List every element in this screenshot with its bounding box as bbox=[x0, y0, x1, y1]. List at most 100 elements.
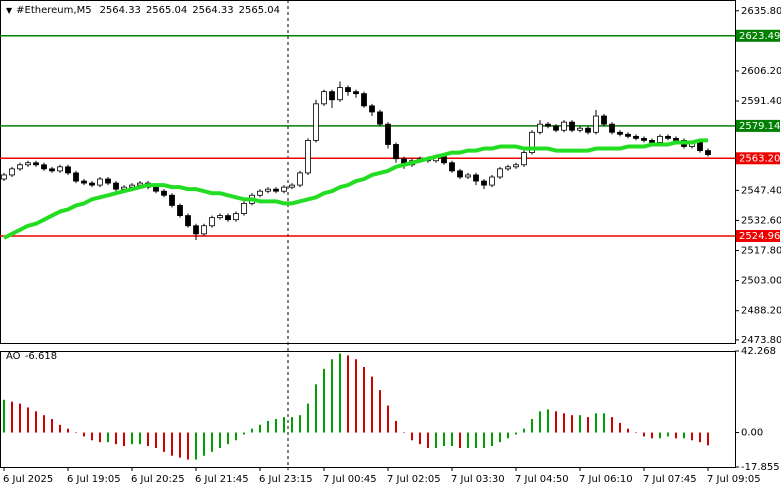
candle-body bbox=[585, 127, 591, 133]
ao-bar bbox=[595, 413, 597, 433]
ao-bar bbox=[83, 432, 85, 437]
quote: 2564.33 bbox=[100, 5, 141, 16]
y-tick-label: 2532.60 bbox=[741, 215, 781, 226]
candle-body bbox=[481, 180, 487, 186]
candle-body bbox=[465, 174, 471, 178]
candle-body bbox=[473, 174, 479, 182]
x-tick-label: 7 Jul 04:50 bbox=[515, 474, 569, 485]
ao-bar bbox=[315, 384, 317, 433]
ao-bar bbox=[11, 401, 13, 433]
ao-bar bbox=[147, 432, 149, 447]
ao-bar bbox=[195, 432, 197, 460]
candle-body bbox=[361, 93, 367, 107]
ao-bar bbox=[275, 419, 277, 433]
ao-bar bbox=[235, 432, 237, 441]
level-label-box bbox=[736, 152, 780, 165]
ao-bar bbox=[499, 432, 501, 443]
candle-body bbox=[329, 91, 335, 101]
ao-bar bbox=[67, 428, 69, 433]
candle-body bbox=[641, 137, 647, 141]
ao-bar bbox=[627, 428, 629, 433]
ao-bar bbox=[459, 432, 461, 448]
ao-bar bbox=[19, 403, 21, 433]
candle-body bbox=[593, 115, 599, 133]
symbol: #Ethereum,M5 bbox=[16, 5, 91, 16]
ao-bar bbox=[291, 417, 293, 433]
ao-bar bbox=[355, 359, 357, 433]
candle-body bbox=[553, 125, 559, 131]
ao-bar bbox=[611, 417, 613, 433]
candle-body bbox=[209, 217, 215, 227]
ao-bar bbox=[203, 432, 205, 456]
candle-body bbox=[513, 164, 519, 168]
ao-bar bbox=[107, 432, 109, 443]
ao-bar bbox=[483, 432, 485, 448]
ao-bar bbox=[419, 432, 421, 445]
candle-body bbox=[105, 178, 111, 184]
ao-bar bbox=[259, 424, 261, 433]
x-tick-label: 6 Jul 21:45 bbox=[195, 474, 249, 485]
candle-body bbox=[385, 123, 391, 145]
ao-bar bbox=[363, 366, 365, 433]
y-tick-label: 0.00 bbox=[741, 428, 763, 439]
candle-body bbox=[649, 140, 655, 143]
candle-body bbox=[241, 203, 247, 214]
x-tick-label: 6 Jul 23:15 bbox=[259, 474, 313, 485]
candle-body bbox=[273, 188, 279, 192]
ao-bar bbox=[635, 432, 637, 434]
y-tick-label: 2547.40 bbox=[741, 185, 781, 196]
ao-bar bbox=[99, 432, 101, 443]
candle-body bbox=[225, 215, 231, 221]
candle-body bbox=[153, 186, 159, 192]
candle-body bbox=[193, 225, 199, 235]
ao-bar bbox=[339, 353, 341, 433]
y-tick-label: 2517.80 bbox=[741, 246, 781, 257]
ao-bar bbox=[451, 432, 453, 447]
ao-bar bbox=[227, 432, 229, 445]
ao-bar bbox=[59, 424, 61, 433]
candle-body bbox=[265, 188, 271, 192]
ao-bar bbox=[699, 432, 701, 443]
candle-body bbox=[9, 168, 15, 176]
ao-bar bbox=[243, 432, 245, 435]
candle-body bbox=[161, 190, 167, 196]
candle-body bbox=[449, 162, 455, 172]
x-tick-label: 7 Jul 09:05 bbox=[707, 474, 761, 485]
candle-body bbox=[353, 91, 359, 95]
candle-body bbox=[257, 190, 263, 196]
ao-bar bbox=[547, 409, 549, 433]
candle-body bbox=[305, 140, 311, 174]
ao-bar bbox=[411, 432, 413, 441]
candle-body bbox=[289, 184, 295, 188]
level-label: 2524.96 bbox=[739, 231, 780, 242]
ao-bar bbox=[139, 432, 141, 445]
candle-body bbox=[369, 105, 375, 113]
ao-bar bbox=[163, 432, 165, 452]
ao-bar bbox=[475, 432, 477, 448]
ao-bar bbox=[683, 432, 685, 439]
candle-body bbox=[609, 123, 615, 133]
ao-bar bbox=[171, 432, 173, 456]
ao-bar bbox=[179, 432, 181, 458]
y-tick-label: 2591.40 bbox=[741, 96, 781, 107]
ao-bar bbox=[131, 432, 133, 445]
candle-body bbox=[345, 87, 351, 93]
candle-body bbox=[185, 215, 191, 227]
ao-bar bbox=[435, 432, 437, 448]
candle-body bbox=[201, 225, 207, 235]
ao-bar bbox=[707, 432, 709, 446]
candle-body bbox=[65, 166, 71, 174]
candle-body bbox=[489, 176, 495, 186]
candle-body bbox=[537, 123, 543, 133]
ao-bar bbox=[587, 417, 589, 433]
ao-bar bbox=[403, 432, 405, 434]
candle-body bbox=[25, 162, 31, 166]
candle-body bbox=[97, 178, 103, 186]
ao-bar bbox=[515, 432, 517, 435]
ao-bar bbox=[51, 419, 53, 433]
ao-bar bbox=[3, 399, 5, 433]
candle-body bbox=[41, 164, 47, 170]
ao-bar bbox=[659, 432, 661, 439]
quote: 2564.33 bbox=[192, 5, 233, 16]
